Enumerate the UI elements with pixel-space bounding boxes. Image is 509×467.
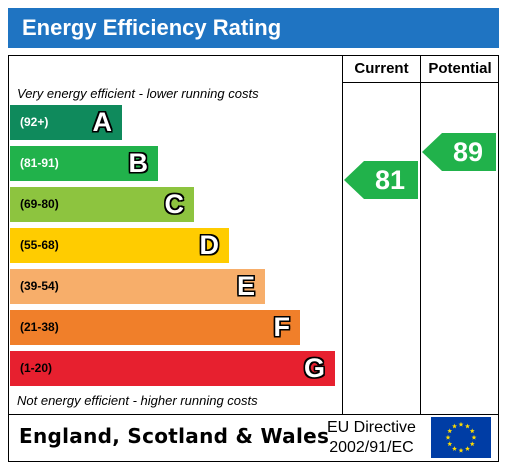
- eu-star-icon: [471, 434, 477, 440]
- band-g: (1-20) G: [10, 351, 335, 386]
- eu-star-icon: [458, 447, 464, 453]
- band-letter: B: [128, 148, 149, 178]
- band-f: (21-38) F: [10, 310, 300, 345]
- band-d: (55-68) D: [10, 228, 229, 263]
- band-c: (69-80) C: [10, 187, 194, 222]
- band-b: (81-91) B: [10, 146, 158, 181]
- page-title: Energy Efficiency Rating: [22, 15, 282, 40]
- band-range: (69-80): [20, 197, 59, 211]
- eu-star-icon: [447, 428, 453, 434]
- band-range: (39-54): [20, 279, 59, 293]
- current-column-header: Current: [354, 60, 409, 77]
- eu-star-icon: [445, 434, 451, 440]
- band-e: (39-54) E: [10, 269, 265, 304]
- eu-directive: EU Directive 2002/91/EC: [327, 418, 416, 458]
- eu-star-icon: [458, 421, 464, 427]
- band-letter: C: [164, 189, 185, 219]
- band-letter: A: [92, 107, 113, 137]
- band-range: (1-20): [20, 361, 53, 375]
- band-letter: D: [199, 230, 220, 260]
- eu-star-icon: [469, 441, 475, 447]
- eu-star-icon: [452, 423, 457, 429]
- footer: England, Scotland & Wales EU Directive 2…: [8, 415, 499, 462]
- band-range: (21-38): [20, 320, 59, 334]
- eu-star-icon: [469, 428, 475, 434]
- eu-star-icon: [452, 446, 457, 451]
- eu-star-icon: [447, 441, 453, 447]
- current-column-divider: [342, 55, 343, 415]
- country-label: England, Scotland & Wales: [19, 424, 330, 448]
- rating-table-frame: [8, 55, 499, 415]
- current-rating-value: 81: [374, 165, 406, 195]
- column-header-divider: [342, 82, 499, 83]
- potential-rating-value: 89: [452, 137, 484, 167]
- title-bar: Energy Efficiency Rating: [8, 8, 499, 48]
- potential-column-header: Potential: [428, 60, 492, 77]
- directive-line-2: 2002/91/EC: [329, 439, 414, 456]
- band-a: (92+) A: [10, 105, 122, 140]
- directive-line-1: EU Directive: [327, 419, 416, 436]
- bottom-caption: Not energy efficient - higher running co…: [17, 393, 258, 408]
- potential-column-divider: [420, 55, 421, 415]
- eu-star-icon: [465, 423, 470, 429]
- band-range: (81-91): [20, 156, 59, 170]
- band-range: (92+): [20, 115, 49, 129]
- eu-star-icon: [465, 446, 470, 451]
- eu-flag-icon: [431, 417, 491, 458]
- top-caption: Very energy efficient - lower running co…: [17, 86, 259, 101]
- band-letter: F: [273, 312, 291, 342]
- band-range: (55-68): [20, 238, 59, 252]
- band-letter: E: [236, 271, 255, 301]
- band-letter: G: [303, 353, 325, 383]
